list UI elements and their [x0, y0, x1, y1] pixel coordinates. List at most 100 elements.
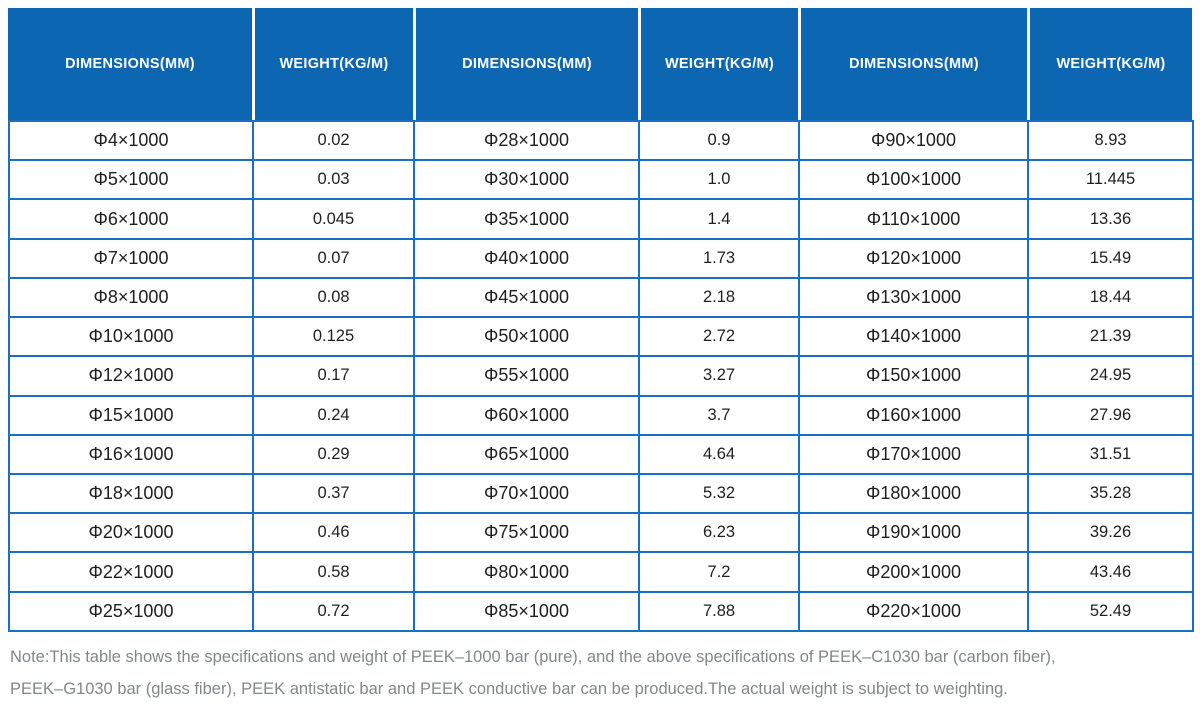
- dimension-cell: Φ120×1000: [798, 237, 1029, 279]
- weight-cell: 15.49: [1027, 237, 1194, 279]
- weight-cell: 27.96: [1027, 394, 1194, 436]
- weight-cell: 5.32: [638, 472, 800, 515]
- note-text: Note:This table shows the specifications…: [8, 641, 1192, 705]
- weight-cell: 7.88: [638, 590, 800, 633]
- weight-cell: 31.51: [1027, 433, 1194, 475]
- dimension-cell: Φ50×1000: [413, 316, 640, 358]
- weight-cell: 11.445: [1027, 159, 1194, 201]
- dimension-cell: Φ100×1000: [798, 159, 1029, 201]
- dimension-cell: Φ10×1000: [8, 316, 254, 358]
- column-header-weight-1: WEIGHT(KG/M): [252, 8, 413, 120]
- weight-cell: 43.46: [1027, 551, 1194, 593]
- weight-cell: 0.29: [252, 433, 415, 475]
- weight-cell: 4.64: [638, 433, 800, 475]
- table-row: Φ4×1000 0.02 Φ28×1000 0.9 Φ90×1000 8.93: [8, 119, 1194, 162]
- dimension-cell: Φ35×1000: [413, 198, 640, 240]
- dimension-cell: Φ60×1000: [413, 394, 640, 436]
- dimension-cell: Φ75×1000: [413, 512, 640, 554]
- dimension-cell: Φ20×1000: [8, 512, 254, 554]
- table-row: Φ8×1000 0.08 Φ45×1000 2.18 Φ130×1000 18.…: [8, 276, 1194, 319]
- weight-cell: 0.08: [252, 276, 415, 319]
- weight-cell: 0.58: [252, 551, 415, 593]
- dimension-cell: Φ65×1000: [413, 433, 640, 475]
- dimension-cell: Φ160×1000: [798, 394, 1029, 436]
- table-row: Φ22×1000 0.58 Φ80×1000 7.2 Φ200×1000 43.…: [8, 551, 1194, 593]
- weight-cell: 0.37: [252, 472, 415, 515]
- table-row: Φ5×1000 0.03 Φ30×1000 1.0 Φ100×1000 11.4…: [8, 159, 1194, 201]
- weight-cell: 39.26: [1027, 512, 1194, 554]
- dimension-cell: Φ200×1000: [798, 551, 1029, 593]
- column-header-dimensions-2: DIMENSIONS(MM): [413, 8, 638, 120]
- header-row: DIMENSIONS(MM) WEIGHT(KG/M) DIMENSIONS(M…: [8, 8, 1192, 120]
- dimension-cell: Φ190×1000: [798, 512, 1029, 554]
- dimension-cell: Φ180×1000: [798, 472, 1029, 515]
- table-row: Φ7×1000 0.07 Φ40×1000 1.73 Φ120×1000 15.…: [8, 237, 1194, 279]
- dimension-cell: Φ85×1000: [413, 590, 640, 633]
- weight-cell: 2.18: [638, 276, 800, 319]
- table-row: Φ20×1000 0.46 Φ75×1000 6.23 Φ190×1000 39…: [8, 512, 1194, 554]
- weight-cell: 0.125: [252, 316, 415, 358]
- weight-cell: 13.36: [1027, 198, 1194, 240]
- table-row: Φ16×1000 0.29 Φ65×1000 4.64 Φ170×1000 31…: [8, 433, 1194, 475]
- weight-cell: 24.95: [1027, 355, 1194, 397]
- dimension-cell: Φ150×1000: [798, 355, 1029, 397]
- dimension-cell: Φ28×1000: [413, 119, 640, 162]
- note-line-2: PEEK–G1030 bar (glass fiber), PEEK antis…: [10, 680, 1008, 698]
- weight-cell: 0.46: [252, 512, 415, 554]
- weight-cell: 0.9: [638, 119, 800, 162]
- weight-cell: 21.39: [1027, 316, 1194, 358]
- dimension-cell: Φ70×1000: [413, 472, 640, 515]
- weight-cell: 8.93: [1027, 119, 1194, 162]
- weight-cell: 52.49: [1027, 590, 1194, 633]
- table-row: Φ10×1000 0.125 Φ50×1000 2.72 Φ140×1000 2…: [8, 316, 1194, 358]
- weight-cell: 0.72: [252, 590, 415, 633]
- dimension-cell: Φ40×1000: [413, 237, 640, 279]
- dimension-cell: Φ7×1000: [8, 237, 254, 279]
- table-row: Φ18×1000 0.37 Φ70×1000 5.32 Φ180×1000 35…: [8, 472, 1194, 515]
- note-line-1: Note:This table shows the specifications…: [10, 648, 1056, 666]
- weight-cell: 7.2: [638, 551, 800, 593]
- dimension-cell: Φ6×1000: [8, 198, 254, 240]
- weight-cell: 1.73: [638, 237, 800, 279]
- weight-cell: 0.07: [252, 237, 415, 279]
- weight-cell: 18.44: [1027, 276, 1194, 319]
- weight-cell: 2.72: [638, 316, 800, 358]
- dimension-cell: Φ220×1000: [798, 590, 1029, 633]
- column-header-weight-2: WEIGHT(KG/M): [638, 8, 798, 120]
- dimension-cell: Φ55×1000: [413, 355, 640, 397]
- weight-cell: 0.17: [252, 355, 415, 397]
- weight-cell: 1.4: [638, 198, 800, 240]
- dimension-cell: Φ30×1000: [413, 159, 640, 201]
- dimension-cell: Φ130×1000: [798, 276, 1029, 319]
- weight-cell: 35.28: [1027, 472, 1194, 515]
- weight-cell: 6.23: [638, 512, 800, 554]
- dimension-cell: Φ170×1000: [798, 433, 1029, 475]
- dimension-cell: Φ8×1000: [8, 276, 254, 319]
- weight-cell: 1.0: [638, 159, 800, 201]
- dimension-cell: Φ90×1000: [798, 119, 1029, 162]
- column-header-dimensions-3: DIMENSIONS(MM): [798, 8, 1027, 120]
- weight-cell: 3.7: [638, 394, 800, 436]
- dimension-cell: Φ45×1000: [413, 276, 640, 319]
- dimension-cell: Φ16×1000: [8, 433, 254, 475]
- spec-table-body: Φ4×1000 0.02 Φ28×1000 0.9 Φ90×1000 8.93 …: [8, 119, 1194, 633]
- weight-cell: 0.045: [252, 198, 415, 240]
- dimension-cell: Φ18×1000: [8, 472, 254, 515]
- dimension-cell: Φ4×1000: [8, 119, 254, 162]
- dimension-cell: Φ5×1000: [8, 159, 254, 201]
- weight-cell: 3.27: [638, 355, 800, 397]
- dimension-cell: Φ12×1000: [8, 355, 254, 397]
- column-header-weight-3: WEIGHT(KG/M): [1027, 8, 1192, 120]
- dimension-cell: Φ25×1000: [8, 590, 254, 633]
- table-row: Φ15×1000 0.24 Φ60×1000 3.7 Φ160×1000 27.…: [8, 394, 1194, 436]
- spec-table-header: DIMENSIONS(MM) WEIGHT(KG/M) DIMENSIONS(M…: [8, 8, 1192, 120]
- weight-cell: 0.02: [252, 119, 415, 162]
- column-header-dimensions-1: DIMENSIONS(MM): [8, 8, 252, 120]
- dimension-cell: Φ110×1000: [798, 198, 1029, 240]
- dimension-cell: Φ22×1000: [8, 551, 254, 593]
- table-row: Φ25×1000 0.72 Φ85×1000 7.88 Φ220×1000 52…: [8, 590, 1194, 633]
- weight-cell: 0.03: [252, 159, 415, 201]
- dimension-cell: Φ15×1000: [8, 394, 254, 436]
- dimension-cell: Φ80×1000: [413, 551, 640, 593]
